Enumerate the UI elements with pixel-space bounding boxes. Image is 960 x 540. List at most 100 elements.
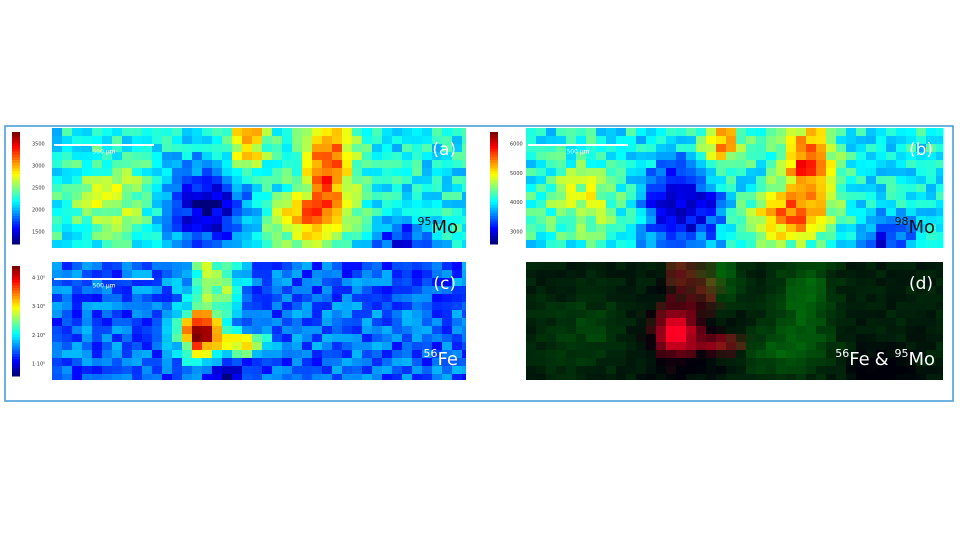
- map-pixel: [756, 294, 766, 302]
- map-pixel: [442, 128, 452, 136]
- map-pixel: [526, 366, 536, 374]
- map-pixel: [452, 262, 462, 270]
- map-pixel: [462, 270, 466, 278]
- map-pixel: [402, 160, 412, 168]
- map-pixel: [62, 342, 72, 350]
- map-pixel: [172, 168, 182, 176]
- map-pixel: [412, 224, 422, 232]
- map-pixel: [756, 358, 766, 366]
- map-pixel: [432, 278, 442, 286]
- map-pixel: [82, 286, 92, 294]
- map-pixel: [846, 358, 856, 366]
- map-pixel: [332, 160, 342, 168]
- map-pixel: [606, 310, 616, 318]
- colorbar-step: [490, 185, 498, 189]
- map-pixel: [716, 270, 726, 278]
- map-pixel: [262, 342, 272, 350]
- map-pixel: [886, 374, 896, 380]
- map-pixel: [626, 366, 636, 374]
- map-pixel: [686, 286, 696, 294]
- map-pixel: [586, 262, 596, 270]
- map-pixel: [616, 326, 626, 334]
- map-pixel: [776, 374, 786, 380]
- map-pixel: [746, 144, 756, 152]
- map-pixel: [526, 200, 536, 208]
- map-pixel: [292, 262, 302, 270]
- map-pixel: [62, 192, 72, 200]
- map-pixel: [736, 144, 746, 152]
- colorbar-step: [12, 182, 20, 186]
- map-pixel: [182, 184, 192, 192]
- map-pixel: [342, 366, 352, 374]
- map-pixel: [606, 318, 616, 326]
- map-pixel: [332, 144, 342, 152]
- map-pixel: [916, 232, 926, 240]
- map-pixel: [836, 168, 846, 176]
- map-pixel: [736, 208, 746, 216]
- map-pixel: [272, 128, 282, 136]
- map-pixel: [222, 286, 232, 294]
- map-pixel: [906, 294, 916, 302]
- map-pixel: [252, 128, 262, 136]
- map-pixel: [686, 200, 696, 208]
- map-pixel: [766, 144, 776, 152]
- map-pixel: [936, 152, 943, 160]
- map-pixel: [432, 294, 442, 302]
- map-pixel: [402, 350, 412, 358]
- map-pixel: [706, 216, 716, 224]
- map-pixel: [62, 128, 72, 136]
- map-pixel: [242, 136, 252, 144]
- map-pixel: [916, 302, 926, 310]
- map-pixel: [636, 160, 646, 168]
- map-pixel: [856, 294, 866, 302]
- map-pixel: [422, 350, 432, 358]
- colorbar-step: [12, 174, 20, 178]
- map-pixel: [282, 302, 292, 310]
- map-pixel: [776, 192, 786, 200]
- map-pixel: [342, 160, 352, 168]
- map-pixel: [746, 342, 756, 350]
- map-pixel: [432, 286, 442, 294]
- map-pixel: [526, 224, 536, 232]
- map-pixel: [696, 350, 706, 358]
- map-pixel: [846, 176, 856, 184]
- map-pixel: [536, 216, 546, 224]
- colorbar-step: [490, 171, 498, 175]
- map-pixel: [706, 240, 716, 248]
- map-pixel: [746, 224, 756, 232]
- map-pixel: [422, 358, 432, 366]
- map-pixel: [362, 152, 372, 160]
- map-pixel: [776, 294, 786, 302]
- map-pixel: [122, 270, 132, 278]
- map-pixel: [362, 366, 372, 374]
- map-pixel: [362, 144, 372, 152]
- map-pixel: [352, 350, 362, 358]
- map-pixel: [122, 334, 132, 342]
- map-pixel: [192, 192, 202, 200]
- map-pixel: [242, 192, 252, 200]
- map-pixel: [132, 216, 142, 224]
- map-pixel: [372, 326, 382, 334]
- map-pixel: [52, 270, 62, 278]
- map-pixel: [736, 310, 746, 318]
- map-pixel: [132, 350, 142, 358]
- map-pixel: [152, 176, 162, 184]
- map-pixel: [816, 278, 826, 286]
- map-pixel: [846, 286, 856, 294]
- map-pixel: [786, 192, 796, 200]
- map-pixel: [546, 160, 556, 168]
- map-pixel: [726, 200, 736, 208]
- map-pixel: [312, 326, 322, 334]
- map-pixel: [182, 144, 192, 152]
- map-pixel: [242, 208, 252, 216]
- colorbar-step: [490, 174, 498, 178]
- map-pixel: [816, 262, 826, 270]
- map-pixel: [606, 208, 616, 216]
- map-pixel: [586, 270, 596, 278]
- map-pixel: [666, 224, 676, 232]
- map-pixel: [736, 224, 746, 232]
- map-pixel: [676, 310, 686, 318]
- map-pixel: [656, 176, 666, 184]
- map-pixel: [906, 152, 916, 160]
- map-pixel: [596, 278, 606, 286]
